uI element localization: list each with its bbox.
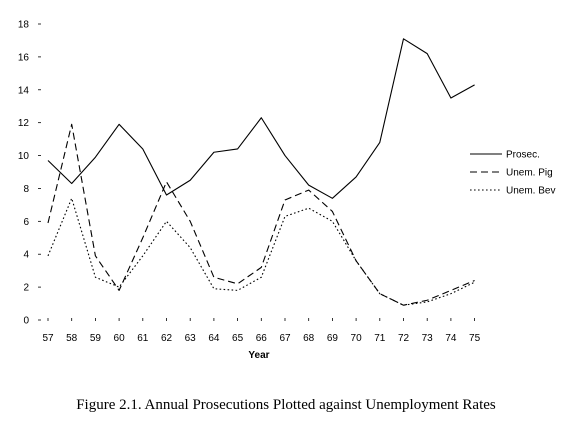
y-tick-label: 4 xyxy=(23,250,29,261)
y-axis: 0 2 4 6 8 10 12 14 16 18 xyxy=(18,20,41,327)
x-tick-label: 70 xyxy=(351,333,363,344)
y-tick-label: 2 xyxy=(23,283,29,294)
y-tick-label: 12 xyxy=(18,118,30,129)
y-tick-label: 10 xyxy=(18,151,30,162)
x-tick-label: 63 xyxy=(185,333,197,344)
x-tick-label: 67 xyxy=(279,333,291,344)
x-tick-label: 75 xyxy=(469,333,481,344)
x-tick-label: 66 xyxy=(256,333,268,344)
series-line xyxy=(47,38,475,199)
y-tick-label: 18 xyxy=(18,20,30,31)
x-axis-title: Year xyxy=(248,350,269,361)
x-tick-label: 71 xyxy=(374,333,386,344)
series-unem-bev xyxy=(47,197,475,306)
y-tick-label: 6 xyxy=(23,217,29,228)
series-unem-pig xyxy=(47,123,475,306)
figure-caption: Figure 2.1. Annual Prosecutions Plotted … xyxy=(76,397,496,413)
x-tick-label: 65 xyxy=(232,333,244,344)
x-tick-label: 72 xyxy=(398,333,410,344)
x-tick-label: 68 xyxy=(303,333,315,344)
x-tick-label: 73 xyxy=(422,333,434,344)
y-tick-label: 0 xyxy=(23,316,29,327)
series-layer xyxy=(47,38,475,306)
y-tick-label: 14 xyxy=(18,85,30,96)
x-tick-label: 60 xyxy=(114,333,126,344)
x-tick-label: 62 xyxy=(161,333,173,344)
legend-label: Unem. Bev xyxy=(506,186,555,197)
x-tick-label: 57 xyxy=(42,333,54,344)
legend: Prosec. Unem. Pig Unem. Bev xyxy=(470,150,555,197)
series-prosec xyxy=(47,38,475,199)
x-tick-label: 64 xyxy=(208,333,220,344)
legend-label: Prosec. xyxy=(506,150,540,161)
x-tick-label: 69 xyxy=(327,333,339,344)
y-tick-label: 16 xyxy=(18,52,30,63)
x-tick-label: 58 xyxy=(66,333,78,344)
legend-label: Unem. Pig xyxy=(506,168,553,179)
x-axis: 57 58 59 60 61 62 63 64 65 66 67 68 69 70 71 72 73 74 75 xyxy=(42,318,481,344)
x-tick-label: 59 xyxy=(90,333,102,344)
series-line xyxy=(47,197,475,306)
x-tick-label: 61 xyxy=(137,333,149,344)
y-tick-label: 8 xyxy=(23,184,29,195)
x-tick-label: 74 xyxy=(445,333,457,344)
series-line xyxy=(47,123,475,306)
